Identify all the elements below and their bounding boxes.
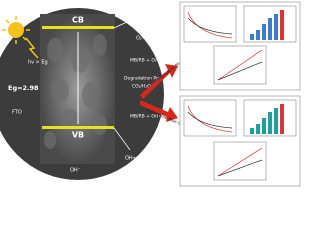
sun-icon <box>2 16 39 59</box>
products: Degradation Products <box>124 76 173 82</box>
texture <box>44 34 107 149</box>
reaction-2: MB/RB + OH• <box>130 114 161 120</box>
hydroxide-label: OH⁻ <box>70 168 81 174</box>
cb-band <box>42 26 114 29</box>
superoxide-label: O₂•⁻ <box>136 36 148 42</box>
oh-arrow <box>113 127 131 151</box>
graphical-abstract: CB VB hν > Eg Eg=2.98 FTO O₂ O₂•⁻ MB/RB … <box>0 1 301 187</box>
fto-label: FTO <box>12 110 22 116</box>
bandgap-label: Eg=2.98 <box>8 84 39 92</box>
rb-arrow <box>140 100 178 122</box>
excitation-label: hν > Eg <box>28 60 48 66</box>
vb-label: VB <box>72 131 84 140</box>
cb-label: CB <box>72 16 84 25</box>
hydroxyl-label: OH• <box>125 156 136 162</box>
thumbnail-curves <box>187 11 263 177</box>
vb-band <box>42 126 114 129</box>
reaction-1: MB/RB + O₂•⁻ <box>130 58 162 64</box>
products-2: CO₂/H₂O <box>132 84 151 90</box>
o2-label: O₂ <box>135 8 141 14</box>
thumbnail-bars <box>250 10 284 134</box>
mb-arrow <box>140 64 178 99</box>
o2-arrow <box>113 15 141 29</box>
